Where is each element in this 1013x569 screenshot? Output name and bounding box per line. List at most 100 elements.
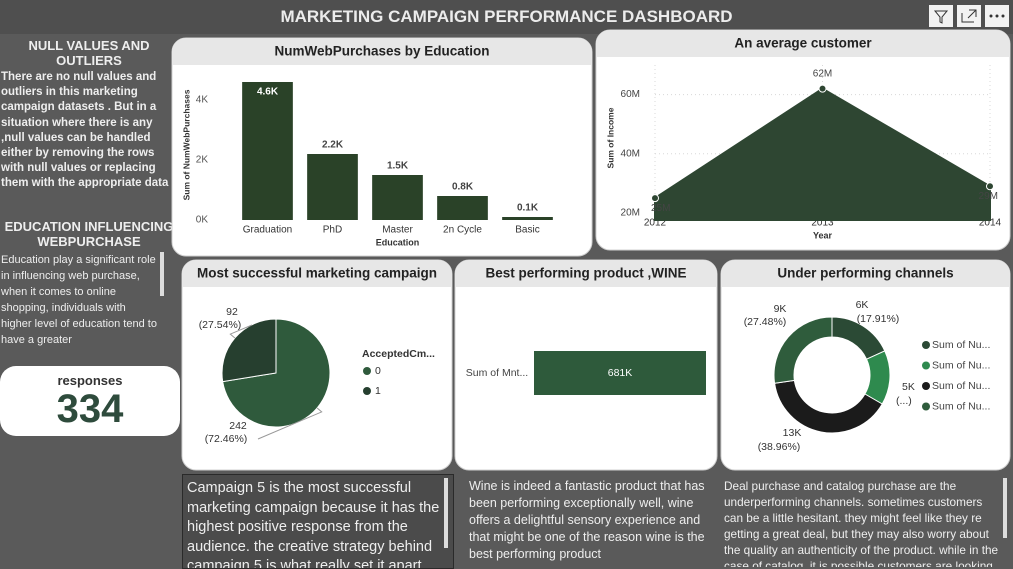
legend-label: Sum of Nu... — [932, 339, 990, 351]
pie-slice — [221, 318, 277, 383]
bar — [307, 154, 358, 220]
note-text: Deal purchase and catalog purchase are t… — [724, 479, 999, 567]
value-label: 62M — [813, 68, 832, 79]
legend-marker — [922, 402, 930, 411]
legend-marker — [363, 387, 371, 395]
percent-label: (...) — [896, 395, 912, 407]
x-tick-label: Graduation — [243, 225, 292, 236]
chart-title: An average customer — [734, 36, 872, 51]
point — [651, 194, 659, 203]
legend-label: 1 — [375, 385, 381, 397]
legend-label: Sum of Nu... — [932, 380, 990, 392]
area — [654, 87, 991, 221]
bar — [242, 82, 293, 220]
value-label: 242 — [229, 420, 247, 432]
panel — [171, 37, 593, 257]
x-tick-label: PhD — [323, 225, 342, 236]
y-tick-label: 4K — [196, 95, 209, 106]
bar — [437, 196, 488, 220]
y-tick-label: 20M — [621, 208, 640, 219]
x-tick-label: 2013 — [811, 218, 834, 229]
legend-marker — [922, 382, 930, 390]
leader-line — [229, 324, 253, 339]
chart-title: NumWebPurchases by Education — [274, 44, 489, 59]
y-tick-label: 0K — [196, 215, 209, 226]
point — [986, 182, 994, 191]
x-tick-label: 2012 — [644, 218, 667, 229]
sidebar-text: There are no null values and outliers in… — [1, 71, 169, 188]
point — [818, 84, 827, 93]
legend-marker — [922, 341, 930, 349]
x-tick-label: Basic — [515, 225, 539, 236]
value-label: 92 — [226, 306, 238, 318]
value-label: 13K — [783, 427, 802, 439]
panel-header — [455, 273, 717, 287]
value-label: 681K — [608, 367, 633, 379]
value-label: 0.1K — [517, 203, 539, 214]
percent-label: (27.54%) — [199, 319, 242, 331]
x-tick-label: Master — [382, 225, 413, 236]
chart-title: Most successful marketing campaign — [197, 266, 437, 281]
legend-label: Sum of Nu... — [932, 400, 990, 412]
panel-header — [721, 273, 1010, 287]
kpi-card: responses 334 — [0, 366, 180, 436]
y-tick-label: 40M — [621, 148, 640, 159]
sidebar-text: Education play a significant role in inf… — [1, 254, 157, 346]
more-dot — [1001, 14, 1005, 18]
panel-header — [172, 51, 592, 65]
note-text: Campaign 5 is the most successful market… — [182, 474, 454, 569]
value-label: 4.6K — [257, 87, 279, 98]
note-text: Wine is indeed a fantastic product that … — [469, 479, 705, 561]
leader-line — [257, 407, 323, 440]
percent-label: (27.48%) — [744, 316, 787, 328]
value-label: 5K — [902, 381, 915, 393]
value-label: 29M — [979, 191, 998, 202]
bar — [534, 351, 706, 395]
percent-label: (72.46%) — [205, 433, 248, 445]
kpi-value: 334 — [56, 387, 124, 431]
focus-icon — [961, 9, 977, 23]
more-dot — [995, 14, 999, 18]
legend-label: 0 — [375, 365, 381, 377]
legend-title: AcceptedCm... — [362, 348, 435, 360]
panel-header — [182, 273, 452, 287]
value-label: 1.5K — [387, 161, 409, 172]
value-label: 9K — [774, 303, 787, 315]
more-dot — [989, 14, 993, 18]
y-tick-label: Sum of Mnt... — [466, 367, 528, 379]
sidebar-title: EDUCATION INFLUENCING WEBPURCHASE — [4, 219, 174, 249]
filter-icon — [933, 10, 949, 24]
y-axis-label: Sum of Income — [605, 107, 615, 168]
x-axis-label: Year — [813, 230, 833, 240]
y-tick-label: 2K — [196, 155, 209, 166]
scrollbar[interactable] — [444, 478, 448, 548]
donut-slice — [773, 316, 833, 384]
bar — [502, 217, 553, 220]
legend-marker — [922, 361, 930, 370]
panel-header — [596, 43, 1010, 57]
percent-label: (38.96%) — [758, 441, 801, 453]
x-tick-label: 2014 — [979, 218, 1002, 229]
toolbar[interactable] — [929, 5, 1013, 29]
scrollbar[interactable] — [1003, 478, 1007, 538]
value-label: 6K — [856, 299, 869, 311]
sidebar-title: NULL VALUES AND OUTLIERS — [28, 38, 150, 68]
value-label: 25M — [651, 203, 670, 214]
scrollbar[interactable] — [160, 252, 164, 296]
value-label: 2.2K — [322, 140, 344, 151]
y-axis-label: Sum of NumWebPurchases — [181, 89, 191, 200]
y-tick-label: 60M — [621, 89, 640, 100]
chart-title: Best performing product ,WINE — [485, 266, 686, 281]
dashboard-title: MARKETING CAMPAIGN PERFORMANCE DASHBOARD — [0, 0, 1013, 34]
kpi-label: responses — [57, 373, 123, 388]
x-tick-label: 2n Cycle — [443, 225, 482, 236]
legend-label: Sum of Nu... — [932, 359, 990, 371]
percent-label: (17.91%) — [857, 313, 900, 325]
legend-marker — [363, 367, 371, 375]
x-axis-label: Education — [376, 237, 420, 247]
value-label: 0.8K — [452, 182, 474, 193]
bar — [372, 175, 423, 220]
chart-title: Under performing channels — [777, 266, 953, 281]
